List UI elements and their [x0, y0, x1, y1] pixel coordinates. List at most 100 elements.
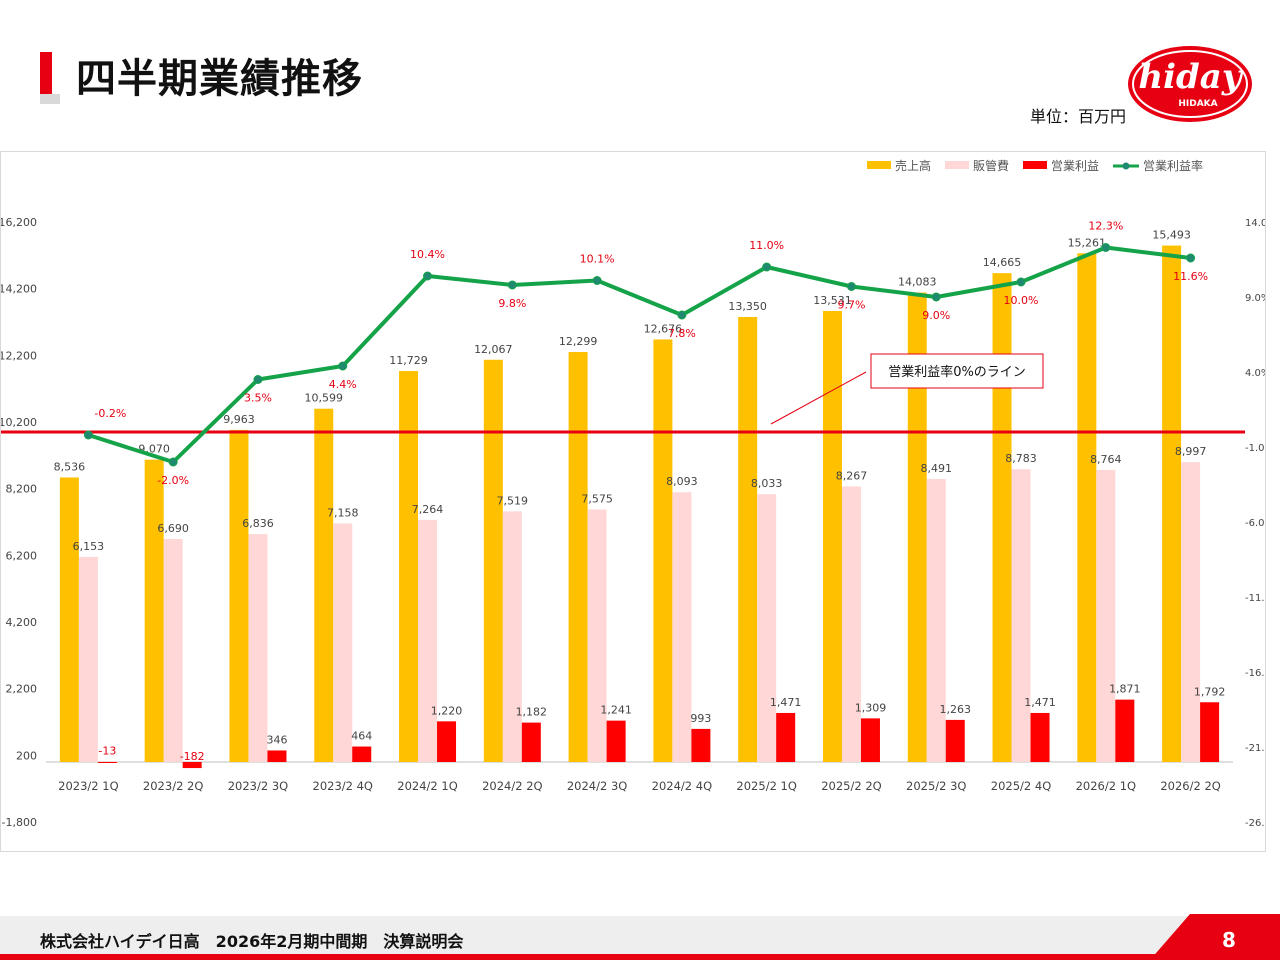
- bar-value-label: 464: [351, 730, 372, 743]
- bar-1: [587, 509, 607, 762]
- y-axis-tick-label: 8,200: [6, 483, 38, 496]
- y-axis-tick-label: 200: [16, 749, 37, 762]
- margin-rate-point: [931, 292, 941, 302]
- x-axis-tick-label: 2024/2 3Q: [567, 779, 627, 793]
- bar-1: [926, 478, 946, 762]
- y2-axis-tick-label: -26.0%: [1245, 818, 1265, 829]
- bar-1: [757, 494, 777, 762]
- margin-rate-point: [1016, 277, 1026, 287]
- margin-rate-label: 3.5%: [244, 392, 272, 405]
- bar-1: [841, 486, 861, 762]
- bar-value-label: 11,729: [389, 354, 428, 367]
- bar-value-label: 1,792: [1194, 685, 1226, 698]
- margin-rate-label: 9.0%: [922, 309, 950, 322]
- y2-axis-tick-label: -6.0%: [1245, 518, 1265, 529]
- margin-rate-label: 10.0%: [1004, 294, 1039, 307]
- bar-0: [992, 273, 1012, 762]
- legend-swatch: [1023, 161, 1047, 169]
- margin-rate-point: [1186, 253, 1196, 263]
- quarterly-performance-chart: -1,800 200 2,200 4,200 6,200 8,200 10,200 12,20…: [1, 158, 1265, 829]
- bar-value-label: 1,220: [431, 704, 463, 717]
- y-axis-tick-label: 12,200: [1, 349, 37, 362]
- bar-1: [672, 492, 692, 762]
- margin-rate-point: [253, 375, 263, 384]
- bar-2: [945, 719, 965, 762]
- x-axis-tick-label: 2026/2 1Q: [1076, 779, 1136, 793]
- bar-2: [860, 718, 880, 762]
- margin-rate-label: 9.7%: [837, 299, 865, 312]
- x-axis-tick-label: 2025/2 2Q: [821, 779, 881, 793]
- annotation-pointer: [770, 371, 867, 425]
- x-axis-tick-label: 2023/2 2Q: [143, 779, 203, 793]
- bar-2: [521, 722, 541, 762]
- hiday-logo: hiday HIDAKA: [1128, 46, 1252, 122]
- bar-1: [78, 556, 98, 762]
- bar-1: [1096, 469, 1116, 762]
- bar-2: [352, 746, 372, 762]
- footer-background: [0, 916, 1280, 960]
- bar-2: [97, 762, 117, 763]
- x-axis-tick-label: 2024/2 4Q: [652, 779, 712, 793]
- bar-value-label: 993: [690, 712, 711, 725]
- title-accent-shadow: [40, 94, 60, 104]
- bar-value-label: -182: [180, 750, 205, 763]
- bar-2: [606, 720, 626, 762]
- margin-rate-point: [338, 361, 348, 371]
- footer-line: [0, 954, 1280, 960]
- bar-value-label: 8,783: [1005, 452, 1037, 465]
- bar-0: [907, 292, 927, 762]
- bar-value-label: 7,264: [412, 503, 444, 516]
- bar-0: [314, 408, 334, 762]
- legend-label: 営業利益: [1051, 159, 1099, 173]
- bar-value-label: 8,491: [921, 462, 953, 475]
- margin-rate-label: 7.8%: [668, 327, 696, 340]
- margin-rate-label: 11.6%: [1173, 270, 1208, 283]
- legend-label: 売上高: [895, 158, 931, 173]
- bar-0: [1077, 253, 1097, 763]
- bar-2: [691, 728, 711, 762]
- y-axis-tick-label: 16,200: [1, 216, 37, 229]
- bar-value-label: 1,871: [1109, 683, 1141, 696]
- bar-2: [437, 721, 457, 762]
- bar-value-label: 1,263: [940, 703, 972, 716]
- bar-value-label: 6,690: [157, 522, 189, 535]
- annotation-box: [870, 353, 1044, 389]
- bar-value-label: 6,153: [73, 540, 105, 553]
- unit-label: 単位：百万円: [1029, 107, 1126, 126]
- margin-rate-label: -2.0%: [157, 474, 189, 487]
- y-axis-tick-label: 2,200: [6, 683, 38, 696]
- y2-axis-tick-label: 14.0%: [1245, 218, 1265, 229]
- margin-rate-point: [846, 282, 856, 291]
- margin-rate-point: [423, 271, 433, 281]
- margin-rate-point: [592, 276, 602, 285]
- bar-0: [822, 310, 842, 762]
- bar-value-label: 14,665: [983, 256, 1022, 269]
- bar-value-label: 1,471: [770, 696, 802, 709]
- x-axis-tick-label: 2024/2 2Q: [482, 779, 542, 793]
- bar-value-label: 12,067: [474, 343, 513, 356]
- title-accent-bar: [40, 52, 52, 94]
- x-axis-tick-label: 2025/2 1Q: [736, 779, 796, 793]
- bar-0: [653, 339, 673, 762]
- bar-value-label: 9,963: [223, 413, 255, 426]
- y2-axis-tick-label: -16.0%: [1245, 668, 1265, 679]
- x-axis-tick-label: 2023/2 1Q: [58, 779, 118, 793]
- bar-2: [1115, 699, 1135, 762]
- bar-value-label: 8,093: [666, 475, 698, 488]
- svg-text:hiday: hiday: [1138, 57, 1243, 97]
- margin-rate-label: 10.1%: [580, 253, 615, 266]
- margin-rate-point: [83, 430, 93, 440]
- y-axis-tick-label: 4,200: [6, 616, 38, 629]
- margin-rate-label: 11.0%: [749, 239, 784, 252]
- bar-0: [399, 371, 419, 762]
- margin-rate-line: [87, 245, 1191, 464]
- bar-1: [418, 519, 438, 762]
- bar-value-label: 14,083: [898, 276, 937, 289]
- bar-value-label: 12,299: [559, 335, 598, 348]
- bar-2: [1030, 712, 1050, 762]
- bar-value-label: 8,764: [1090, 453, 1122, 466]
- y2-axis-tick-label: 4.0%: [1245, 368, 1265, 379]
- bar-value-label: 1,182: [516, 706, 548, 719]
- bar-value-label: 346: [266, 733, 287, 746]
- bar-value-label: 7,158: [327, 506, 359, 519]
